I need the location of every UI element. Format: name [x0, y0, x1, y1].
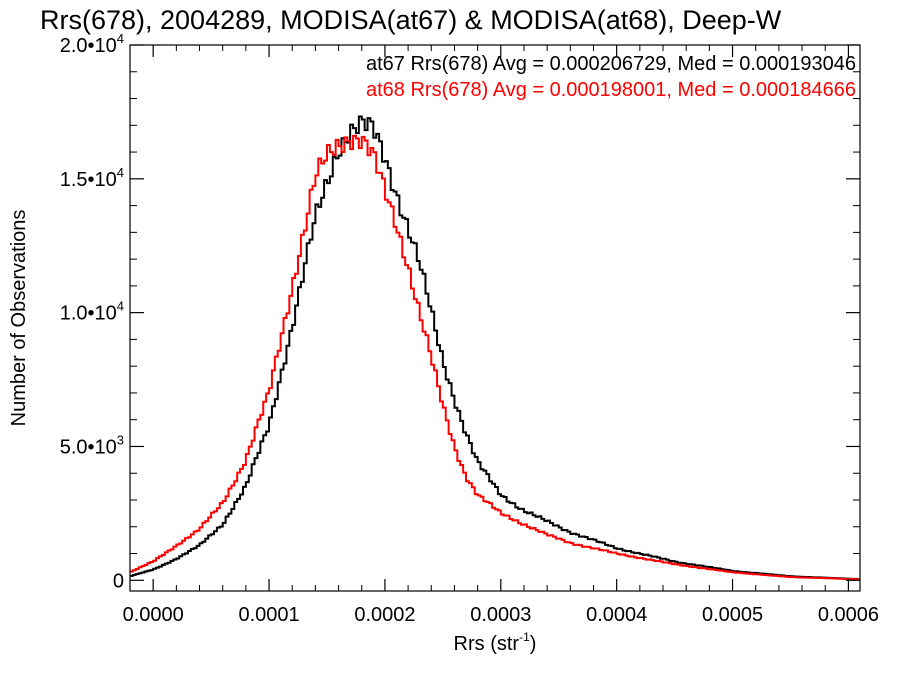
y-tick-label: 2.0•104: [60, 31, 124, 57]
y-tick-label: 5.0•103: [60, 432, 124, 458]
y-axis-ticks: 0 5.0•103 1.0•104 1.5•104 2.0•104: [60, 31, 860, 592]
series-layer: [130, 115, 860, 581]
x-tick-label: 0.0002: [354, 604, 415, 626]
y-axis-label: Number of Observations: [8, 210, 30, 427]
x-tick-label: 0.0000: [123, 604, 184, 626]
x-tick-label: 0.0001: [238, 604, 299, 626]
x-tick-label: 0.0004: [586, 604, 647, 626]
annotation-at67-stats: at67 Rrs(678) Avg = 0.000206729, Med = 0…: [366, 53, 856, 75]
x-tick-label: 0.0006: [818, 604, 879, 626]
y-tick-label: 0: [113, 570, 124, 592]
y-tick-label: 1.5•104: [60, 165, 124, 191]
x-axis-label-text: Rrs (str: [454, 633, 520, 655]
series-at67-line: [130, 115, 860, 581]
x-tick-label: 0.0003: [470, 604, 531, 626]
annotation-at68-stats: at68 Rrs(678) Avg = 0.000198001, Med = 0…: [366, 79, 856, 101]
series-at68-line: [130, 134, 860, 581]
x-axis-label-superscript: -1: [519, 630, 530, 644]
x-tick-label: 0.0005: [702, 604, 763, 626]
plot-frame: [129, 44, 861, 592]
y-tick-label: 1.0•104: [60, 299, 124, 325]
x-axis-ticks: 0.0000 0.0001 0.0002 0.0003 0.0004 0.0005 0.00…: [123, 45, 879, 626]
chart-title: Rrs(678), 2004289, MODISA(at67) & MODISA…: [40, 5, 782, 35]
x-axis-label-close: ): [530, 633, 537, 655]
x-axis-label: Rrs (str-1): [454, 630, 537, 655]
